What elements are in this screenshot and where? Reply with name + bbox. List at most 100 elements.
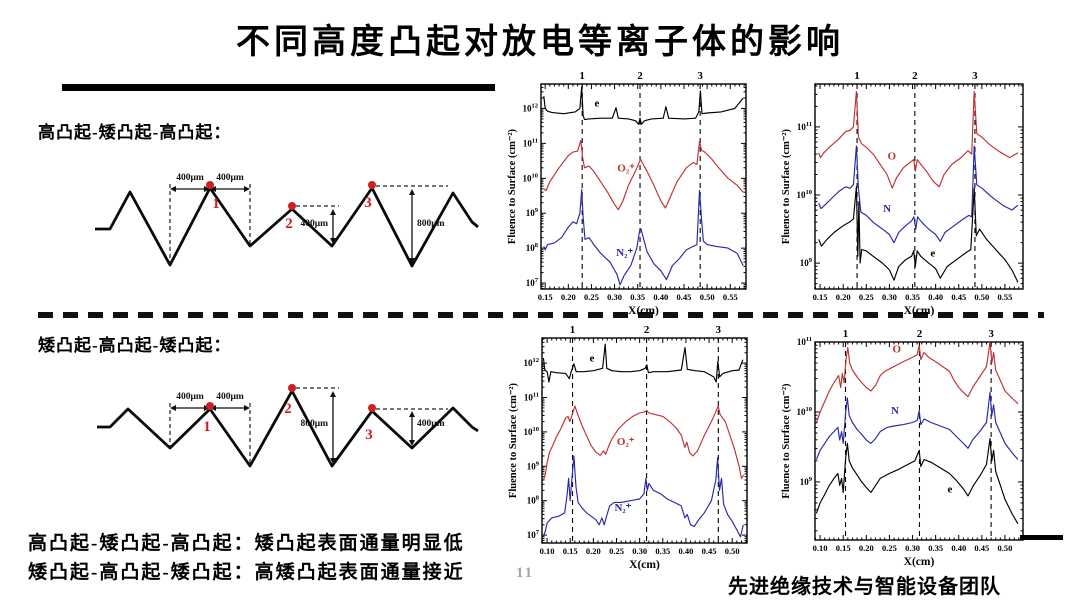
conclusion-line-1: 高凸起-矮凸起-高凸起：矮凸起表面通量明显低 [28,533,465,554]
svg-text:0.20: 0.20 [561,292,576,302]
profile-diagram-high-low-high: 400μm 400μm 400μm 800μm 1 2 3 [90,165,490,283]
fluence-chart-top-right: 0.15 0.20 0.25 0.30 0.35 0.40 0.45 0.50 0.55 109 1… [779,63,1039,318]
svg-text:Fluence to Surface (cm⁻²): Fluence to Surface (cm⁻²) [508,382,519,498]
svg-text:1: 1 [579,70,585,82]
svg-text:400μm: 400μm [216,173,244,183]
svg-text:2: 2 [912,70,918,82]
svg-text:109: 109 [800,257,813,268]
svg-text:0.15: 0.15 [563,546,578,556]
conclusion-line-2: 矮凸起-高凸起-矮凸起：高矮凸起表面通量接近 [28,562,465,583]
fluence-chart-top-right-svg: 0.15 0.20 0.25 0.30 0.35 0.40 0.45 0.50 0.55 109 1… [781,70,1024,317]
svg-text:3: 3 [364,195,372,211]
svg-text:0.30: 0.30 [882,292,897,302]
svg-text:0.45: 0.45 [951,292,966,302]
svg-text:0.50: 0.50 [974,292,989,302]
svg-text:N₂⁺: N₂⁺ [616,247,633,259]
svg-text:1: 1 [212,196,220,212]
svg-text:3: 3 [972,70,978,82]
fluence-chart-top-left: 0.15 0.20 0.25 0.30 0.35 0.40 0.45 0.50 0.55 107 1… [505,63,755,318]
profile-diagram-high-low-high-svg: 400μm 400μm 400μm 800μm 1 2 3 [95,173,479,268]
fluence-chart-top-left-svg: 0.15 0.20 0.25 0.30 0.35 0.40 0.45 0.50 0.55 107 1… [507,70,747,317]
svg-text:1012: 1012 [524,357,540,368]
svg-text:0.50: 0.50 [725,546,740,556]
svg-text:0.35: 0.35 [928,543,943,553]
svg-text:109: 109 [800,476,813,487]
svg-text:0.30: 0.30 [607,292,622,302]
svg-text:2: 2 [285,216,293,232]
svg-text:0.45: 0.45 [677,292,692,302]
svg-text:O: O [887,151,896,163]
svg-text:X(cm): X(cm) [904,305,935,317]
svg-text:0.40: 0.40 [951,543,966,553]
svg-text:Fluence to Surface (cm⁻²): Fluence to Surface (cm⁻²) [781,128,792,244]
section-divider-dashed [38,312,1044,318]
svg-text:0.25: 0.25 [609,546,624,556]
svg-text:X(cm): X(cm) [904,556,935,568]
svg-text:e: e [948,483,953,495]
fluence-chart-bottom-right: 0.10 0.15 0.20 0.25 0.30 0.35 0.40 0.45 0.50 109 1… [779,318,1039,573]
fluence-chart-bottom-left: 0.10 0.15 0.20 0.25 0.30 0.35 0.40 0.45 0.50 107 1… [505,318,755,573]
svg-text:109: 109 [526,207,539,218]
slide-title: 不同高度凸起对放电等离子体的影响 [236,24,844,61]
svg-text:800μm: 800μm [300,419,328,429]
svg-text:O₂⁺: O₂⁺ [617,436,635,448]
svg-text:X(cm): X(cm) [629,559,660,571]
fluence-chart-bottom-left-svg: 0.10 0.15 0.20 0.25 0.30 0.35 0.40 0.45 0.50 107 1… [508,324,748,571]
svg-text:1: 1 [203,419,211,435]
profile-diagram-low-high-low: 400μm 400μm 800μm 400μm 1 2 3 [90,360,490,480]
profile-diagram-low-high-low-svg: 400μm 400μm 800μm 400μm 1 2 3 [97,384,479,468]
svg-text:1: 1 [854,70,860,82]
svg-text:e: e [930,247,935,259]
svg-text:e: e [595,98,600,110]
svg-text:0.55: 0.55 [723,292,738,302]
svg-text:0.15: 0.15 [538,292,553,302]
svg-text:108: 108 [527,495,540,506]
svg-text:O₂⁺: O₂⁺ [617,162,635,174]
svg-text:108: 108 [526,242,539,253]
svg-text:1012: 1012 [523,102,539,113]
svg-text:3: 3 [988,328,994,340]
svg-text:0.55: 0.55 [998,292,1013,302]
svg-text:2: 2 [644,324,650,336]
svg-text:0.50: 0.50 [998,543,1013,553]
svg-text:1010: 1010 [797,189,813,200]
svg-text:0.25: 0.25 [859,292,874,302]
svg-text:1011: 1011 [523,137,538,148]
svg-text:1: 1 [843,328,849,340]
svg-text:1: 1 [570,324,576,336]
svg-text:400μm: 400μm [300,219,328,229]
svg-text:0.10: 0.10 [813,543,828,553]
svg-text:0.30: 0.30 [905,543,920,553]
svg-text:N: N [891,405,899,417]
svg-text:0.20: 0.20 [836,292,851,302]
svg-text:0.15: 0.15 [813,292,828,302]
title-underline-bar [62,84,495,91]
svg-text:O: O [893,343,902,355]
svg-text:0.40: 0.40 [653,292,668,302]
svg-text:0.45: 0.45 [702,546,717,556]
svg-text:Fluence to Surface (cm⁻²): Fluence to Surface (cm⁻²) [507,128,518,244]
svg-text:0.40: 0.40 [928,292,943,302]
svg-text:3: 3 [697,70,703,82]
svg-text:400μm: 400μm [176,173,204,183]
svg-text:1010: 1010 [524,426,540,437]
svg-text:800μm: 800μm [417,219,445,229]
svg-text:0.35: 0.35 [905,292,920,302]
svg-text:3: 3 [365,427,373,443]
svg-text:0.50: 0.50 [700,292,715,302]
svg-text:1011: 1011 [797,336,812,347]
section-label-low-high-low: 矮凸起-高凸起-矮凸起： [38,336,232,355]
svg-text:1010: 1010 [797,406,813,417]
svg-text:e: e [590,352,595,364]
svg-text:0.20: 0.20 [859,543,874,553]
svg-text:1011: 1011 [797,121,812,132]
svg-text:2: 2 [637,70,643,82]
svg-text:1010: 1010 [523,172,539,183]
svg-text:Fluence to Surface (cm⁻²): Fluence to Surface (cm⁻²) [781,383,792,499]
svg-text:0.10: 0.10 [540,546,555,556]
svg-text:0.35: 0.35 [630,292,645,302]
svg-text:107: 107 [526,277,539,288]
svg-text:400μm: 400μm [176,392,204,402]
svg-text:0.35: 0.35 [655,546,670,556]
svg-text:N₂⁺: N₂⁺ [614,502,631,514]
